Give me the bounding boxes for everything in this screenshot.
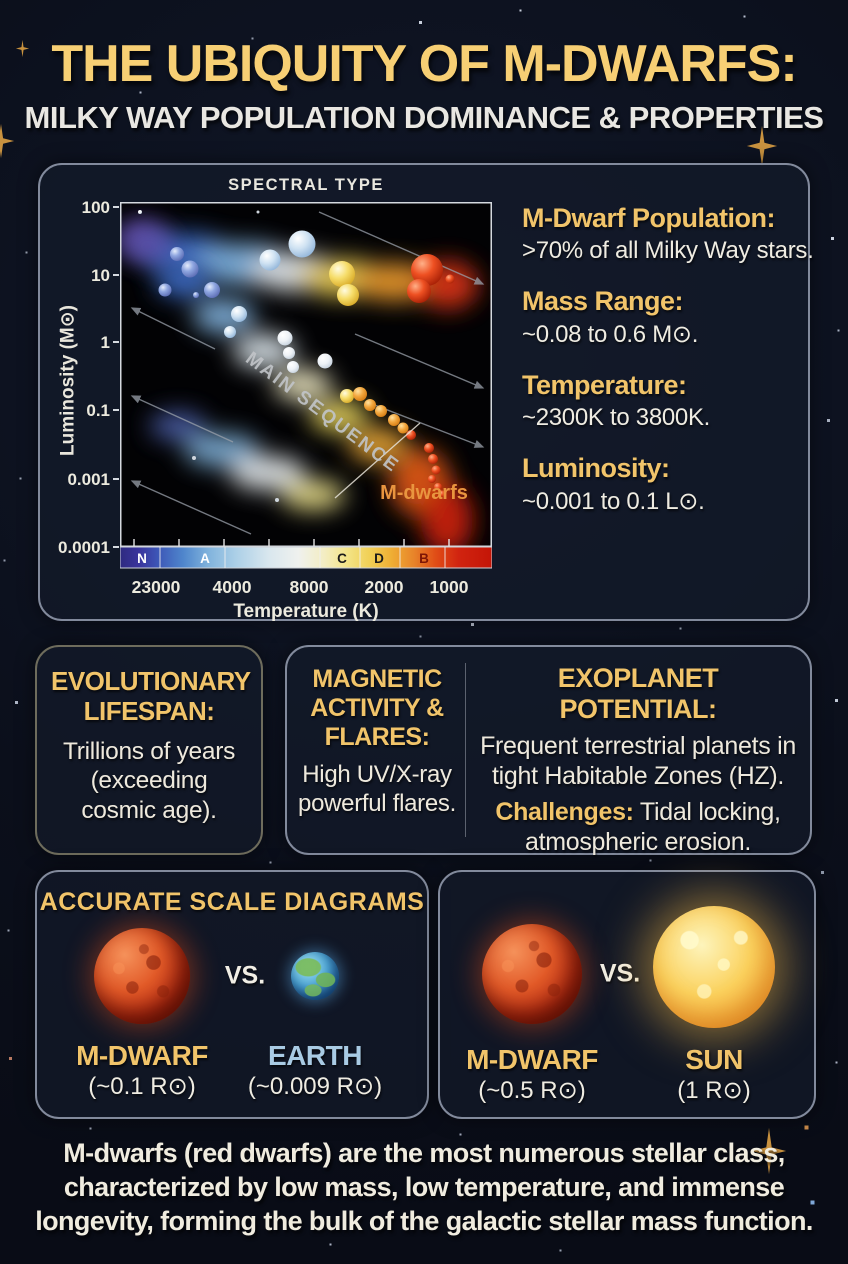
star-name: M-DWARF	[466, 1044, 598, 1075]
star-radius: (~0.5 R⊙)	[478, 1077, 586, 1104]
y-tick: 0.001	[67, 470, 110, 489]
m-dwarfs-label: M-dwarfs	[380, 482, 468, 504]
star-name: M-DWARF	[76, 1040, 208, 1071]
star-name: SUN	[685, 1044, 743, 1075]
vs-label: VS.	[224, 961, 266, 990]
earth-sphere	[291, 952, 339, 1000]
fact-label: Temperature:	[522, 370, 687, 400]
exoplanet-challenges: Challenges: Tidal locking, atmospheric e…	[480, 797, 796, 857]
x-tick: 8000	[289, 577, 329, 597]
x-tick: 1000	[429, 577, 469, 597]
star-radius: (~0.1 R⊙)	[88, 1073, 196, 1100]
footer-paragraph: M-dwarfs (red dwarfs) are the most numer…	[0, 1136, 848, 1238]
star-name: EARTH	[268, 1040, 362, 1071]
fact-value: ~0.08 to 0.6 M⊙.	[522, 321, 699, 348]
hr-diagram-svg: MAIN SEQUENCE M-dwarfs	[116, 202, 493, 569]
y-tick: 10	[91, 266, 110, 285]
temperature-axis-label: Temperature (K)	[233, 601, 379, 622]
y-tick: 100	[81, 198, 110, 217]
y-tick: 1	[100, 333, 110, 352]
y-tick-dash	[113, 341, 119, 343]
starfield-background	[0, 0, 1, 1]
fact-item: Temperature: ~2300K to 3800K.	[522, 370, 822, 432]
y-tick: 0.0001	[58, 538, 110, 557]
star-radius: (~0.009 R⊙)	[247, 1073, 383, 1100]
x-tick: 4000	[212, 577, 252, 597]
bar-tick-marks	[133, 539, 450, 547]
y-tick-dash	[113, 478, 119, 480]
star-radius: (1 R⊙)	[677, 1077, 751, 1104]
white-dwarfs-branch	[150, 412, 345, 510]
star-points	[138, 210, 455, 502]
fact-label: M-Dwarf Population:	[522, 203, 775, 233]
fact-item: Mass Range: ~0.08 to 0.6 M⊙.	[522, 286, 822, 349]
exoplanet-title: EXOPLANET POTENTIAL:	[557, 663, 719, 725]
fact-label: Luminosity:	[522, 453, 670, 483]
sun-sphere	[653, 906, 775, 1028]
bar-separators	[159, 547, 446, 568]
fact-value: ~2300K to 3800K.	[522, 404, 711, 431]
hr-diagram-card: SPECTRAL TYPE Luminosity (M⊙) 100 10 1 0…	[38, 163, 814, 622]
mdwarf-sphere	[94, 928, 190, 1024]
footer-line: characterized by low mass, low temperatu…	[63, 1172, 785, 1203]
exoplanet-body: Frequent terrestrial planets in tight Ha…	[480, 732, 796, 791]
plot-frame	[120, 202, 492, 547]
spectral-class-letter: C	[337, 551, 347, 566]
footer-line: longevity, forming the bulk of the galac…	[35, 1206, 813, 1237]
magnetic-section: MAGNETIC ACTIVITY & FLARES: High UV/X-ra…	[287, 647, 465, 853]
fact-item: Luminosity: ~0.001 to 0.1 L⊙.	[522, 453, 822, 516]
spectral-type-axis-label: SPECTRAL TYPE	[228, 176, 384, 194]
mdwarf-sphere	[482, 924, 582, 1024]
section-divider	[465, 663, 466, 837]
y-tick-dash	[113, 409, 119, 411]
spectral-class-letter: A	[200, 551, 210, 566]
page-subtitle: MILKY WAY POPULATION DOMINANCE & PROPERT…	[24, 100, 824, 135]
fact-value: >70% of all Milky Way stars.	[522, 237, 814, 264]
spectral-class-letter: N	[137, 551, 147, 566]
fact-value: ~0.001 to 0.1 L⊙.	[522, 488, 705, 515]
luminosity-axis-label: Luminosity (M⊙)	[57, 304, 79, 457]
lifespan-box: EVOLUTIONARY LIFESPAN: Trillions of year…	[35, 645, 263, 855]
magnetic-exoplanet-box: MAGNETIC ACTIVITY & FLARES: High UV/X-ra…	[285, 645, 812, 856]
fact-label: Mass Range:	[522, 286, 684, 316]
facts-panel: M-Dwarf Population: >70% of all Milky Wa…	[522, 203, 822, 537]
lifespan-body: Trillions of years (exceeding cosmic age…	[62, 737, 236, 824]
fact-item: M-Dwarf Population: >70% of all Milky Wa…	[522, 203, 822, 265]
x-tick: 23000	[131, 577, 181, 597]
magnetic-title: MAGNETIC ACTIVITY & FLARES:	[310, 665, 444, 751]
m-dwarfs-pointer-line	[334, 422, 421, 499]
y-tick-dash	[113, 206, 119, 208]
direction-arrows	[130, 211, 485, 535]
scale-heading: ACCURATE SCALE DIAGRAMS	[39, 888, 425, 916]
page-title: THE UBIQUITY OF M-DWARFS:	[51, 35, 797, 93]
challenges-text: Tidal locking, atmospheric erosion.	[524, 798, 781, 857]
exoplanet-section: EXOPLANET POTENTIAL: Frequent terrestria…	[466, 647, 810, 856]
challenges-label: Challenges:	[495, 798, 634, 827]
main-sequence-branch	[124, 231, 473, 556]
scale-card-mdwarf-sun: VS. M-DWARF (~0.5 R⊙) SUN (1 R⊙)	[438, 870, 816, 1119]
x-tick: 2000	[364, 577, 404, 597]
y-tick: 0.1	[86, 401, 110, 420]
scale-card-mdwarf-earth: ACCURATE SCALE DIAGRAMS VS. M-DWARF (~0.…	[35, 870, 429, 1119]
footer-line: M-dwarfs (red dwarfs) are the most numer…	[63, 1138, 785, 1168]
y-tick-dash	[113, 274, 119, 276]
vs-label: VS.	[599, 959, 641, 988]
y-tick-dash	[113, 546, 119, 548]
hr-diagram-plot: MAIN SEQUENCE M-dwarfs	[116, 202, 493, 569]
spectral-class-bar: N A C D B	[119, 539, 493, 569]
spectral-class-letter: D	[374, 551, 384, 566]
magnetic-body: High UV/X-ray powerful flares.	[298, 761, 456, 818]
lifespan-title: EVOLUTIONARY LIFESPAN:	[51, 666, 251, 726]
spectral-class-letter: B	[419, 551, 429, 566]
